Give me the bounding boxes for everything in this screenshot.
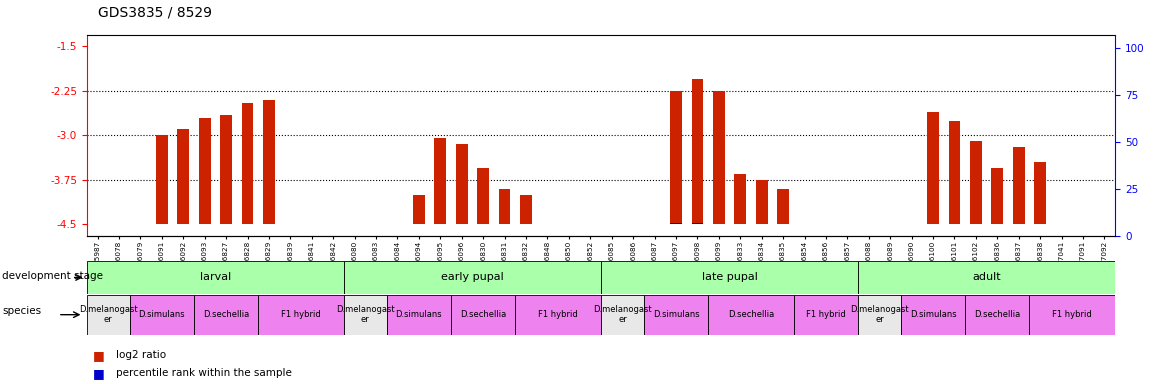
Text: D.melanogast
er: D.melanogast er <box>79 305 138 324</box>
Bar <box>709 295 794 335</box>
Bar <box>258 295 344 335</box>
Bar <box>991 168 1003 224</box>
Text: percentile rank within the sample: percentile rank within the sample <box>116 368 292 378</box>
Bar <box>901 295 966 335</box>
Bar <box>515 295 601 335</box>
Bar <box>794 295 858 335</box>
Bar <box>1013 147 1025 224</box>
Bar <box>220 114 232 224</box>
Text: D.sechellia: D.sechellia <box>460 310 506 319</box>
Text: D.simulans: D.simulans <box>910 310 957 319</box>
Bar <box>156 136 168 224</box>
Text: D.melanogast
er: D.melanogast er <box>850 305 909 324</box>
Bar <box>713 91 725 224</box>
Text: GDS3835 / 8529: GDS3835 / 8529 <box>98 5 212 19</box>
Bar <box>777 189 789 224</box>
Bar <box>670 91 682 224</box>
Bar <box>344 295 387 335</box>
Text: late pupal: late pupal <box>702 272 757 283</box>
Text: D.simulans: D.simulans <box>653 310 699 319</box>
Text: ■: ■ <box>93 349 104 362</box>
Bar <box>601 261 858 294</box>
Bar <box>434 138 446 224</box>
Text: development stage: development stage <box>2 271 103 281</box>
Text: F1 hybrid: F1 hybrid <box>281 310 321 319</box>
Bar <box>734 174 746 224</box>
Bar <box>1029 295 1115 335</box>
Text: adult: adult <box>973 272 1001 283</box>
Bar <box>499 189 511 224</box>
Bar <box>756 180 768 224</box>
Text: D.sechellia: D.sechellia <box>728 310 774 319</box>
Bar <box>970 141 982 224</box>
Text: larval: larval <box>200 272 230 283</box>
Bar <box>452 295 515 335</box>
Bar <box>601 295 644 335</box>
Bar <box>966 295 1029 335</box>
Bar <box>413 195 425 224</box>
Bar <box>263 100 274 224</box>
Bar <box>948 121 960 224</box>
Bar <box>928 223 939 224</box>
Bar <box>130 295 193 335</box>
Bar <box>193 295 258 335</box>
Bar <box>691 223 703 224</box>
Bar <box>177 129 189 224</box>
Text: F1 hybrid: F1 hybrid <box>538 310 578 319</box>
Text: D.sechellia: D.sechellia <box>203 310 249 319</box>
Text: D.simulans: D.simulans <box>396 310 442 319</box>
Bar <box>713 223 725 224</box>
Bar <box>691 79 703 224</box>
Bar <box>87 295 130 335</box>
Bar <box>477 168 489 224</box>
Text: D.melanogast
er: D.melanogast er <box>336 305 395 324</box>
Bar <box>928 112 939 224</box>
Bar <box>1034 162 1046 224</box>
Bar <box>670 223 682 224</box>
Bar <box>242 103 254 224</box>
Bar <box>858 295 901 335</box>
Bar <box>644 295 709 335</box>
Text: ■: ■ <box>93 367 104 380</box>
Text: F1 hybrid: F1 hybrid <box>806 310 845 319</box>
Text: early pupal: early pupal <box>441 272 504 283</box>
Bar <box>858 261 1115 294</box>
Bar <box>87 261 344 294</box>
Bar <box>199 118 211 224</box>
Text: F1 hybrid: F1 hybrid <box>1053 310 1092 319</box>
Text: D.sechellia: D.sechellia <box>974 310 1020 319</box>
Text: D.melanogast
er: D.melanogast er <box>593 305 652 324</box>
Bar <box>344 261 601 294</box>
Text: D.simulans: D.simulans <box>139 310 185 319</box>
Text: log2 ratio: log2 ratio <box>116 350 166 360</box>
Bar <box>456 144 468 224</box>
Text: species: species <box>2 306 42 316</box>
Bar <box>520 195 532 224</box>
Bar <box>387 295 452 335</box>
